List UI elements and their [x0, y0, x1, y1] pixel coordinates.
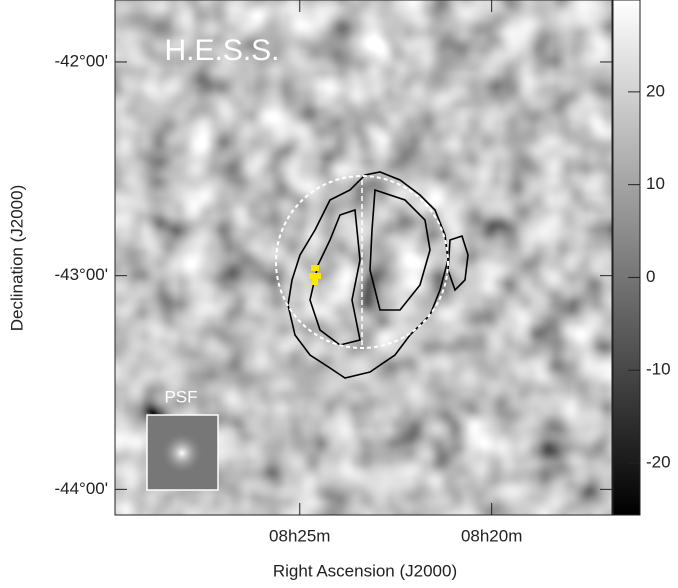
annotation: PSF: [164, 387, 197, 406]
psf: [162, 433, 202, 473]
colorbar-tick-label: 0: [646, 267, 655, 286]
colorbar: -20 -10 0 10 20: [612, 0, 671, 516]
y-tick-label: -43°00': [54, 265, 108, 284]
sky-image: [115, 0, 612, 515]
y-axis-label: Declination (J2000): [7, 185, 26, 331]
annotation: H.E.S.S.: [164, 34, 279, 67]
region-circle: [275, 175, 449, 349]
colorbar-tick-label: -20: [646, 453, 671, 472]
colorbar-tick-label: -10: [646, 360, 671, 379]
colorbar-tick-label: 20: [646, 81, 665, 100]
colorbar-scale: [612, 0, 641, 516]
y-tick-label: -44°00': [54, 479, 108, 498]
x-axis-label: Right Ascension (J2000): [273, 561, 457, 580]
plot-frame: [114, 0, 613, 516]
y-tick-label: -42°00': [54, 51, 108, 70]
source-marker: [309, 265, 321, 285]
x-tick-label: 08h25m: [269, 526, 330, 545]
colorbar-tick-label: 10: [646, 174, 665, 193]
x-tick-label: 08h20m: [461, 526, 522, 545]
